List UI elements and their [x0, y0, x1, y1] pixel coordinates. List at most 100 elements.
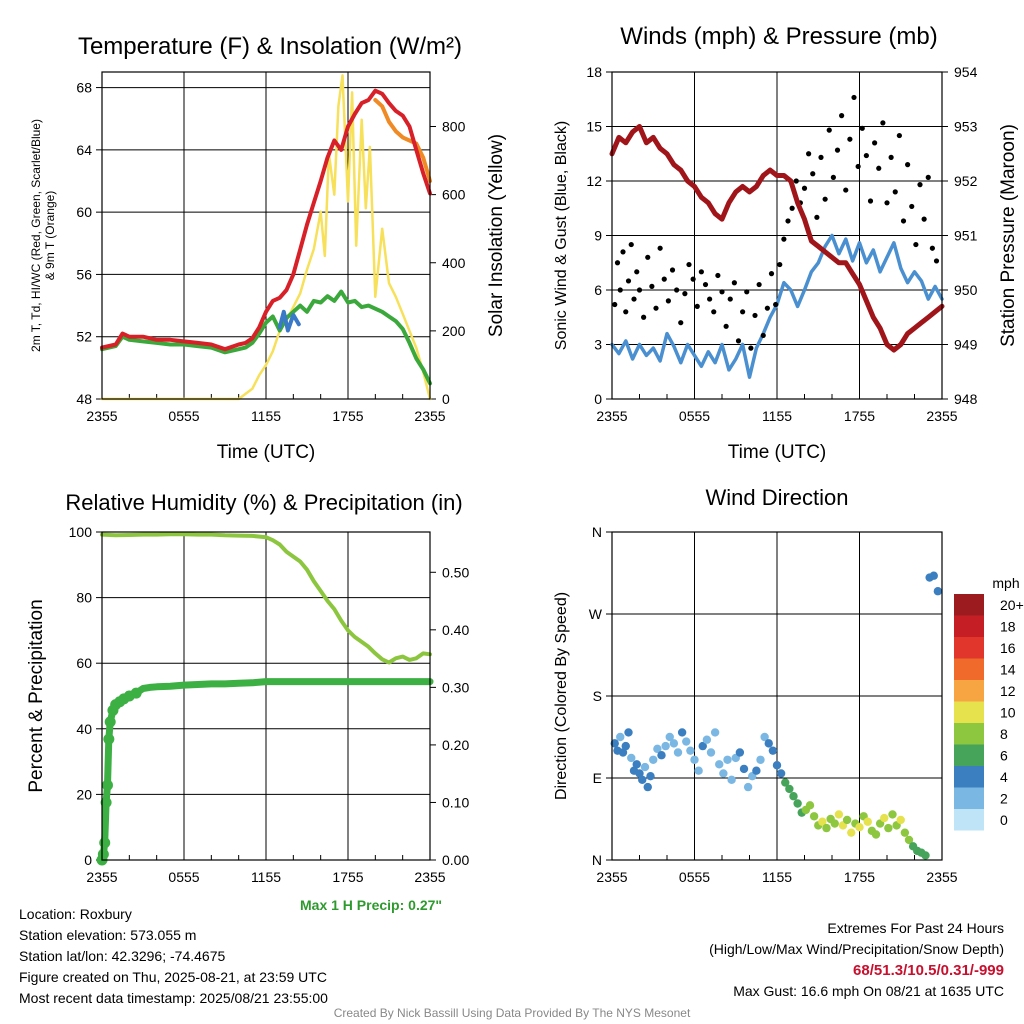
- direction-point: [643, 782, 652, 792]
- gust-point: [785, 218, 791, 224]
- gust-point: [884, 200, 890, 206]
- gust-point: [634, 269, 640, 275]
- gust-point: [625, 278, 632, 284]
- colorbar-swatch: [954, 615, 984, 637]
- direction-point: [871, 830, 881, 839]
- direction-point: [640, 762, 650, 772]
- direction-point: [621, 741, 630, 751]
- temp-9m-line: [373, 98, 432, 183]
- rh-x-tick-label: 0555: [168, 869, 199, 885]
- colorbar-swatch: [954, 637, 984, 659]
- gust-point: [855, 163, 861, 170]
- colorbar-swatch: [954, 723, 984, 745]
- gust-point: [661, 276, 667, 282]
- location-text: Location: Roxbury: [19, 906, 132, 922]
- gust-point: [773, 301, 779, 308]
- winds-y-tick-label: 15: [586, 119, 602, 135]
- direction-point: [793, 799, 802, 808]
- direction-point: [888, 810, 897, 819]
- colorbar-label: 12: [1000, 683, 1016, 699]
- gust-point: [810, 171, 816, 177]
- temperature-frame: [101, 71, 431, 400]
- direction-point: [661, 741, 670, 751]
- direction-point: [682, 737, 691, 746]
- direction-point: [646, 771, 655, 781]
- direction-point: [694, 766, 703, 775]
- temp-y-tick-label: 52: [76, 329, 92, 345]
- precip-point: [130, 687, 142, 699]
- direction-point: [842, 815, 852, 825]
- precip-point: [104, 716, 116, 728]
- direction-point: [743, 782, 753, 792]
- winds-y2-tick-label: 953: [954, 119, 978, 135]
- gust-point: [806, 151, 812, 157]
- pressure-y-label: Station Pressure (Maroon): [998, 124, 1019, 347]
- colorbar-swatch: [954, 809, 984, 831]
- winds-y-tick-label: 12: [586, 173, 602, 189]
- gust-point: [719, 289, 725, 295]
- gust-point: [830, 174, 836, 180]
- temp-y-tick-label: 56: [76, 266, 92, 282]
- rh-x-tick-label: 2355: [414, 869, 445, 885]
- direction-point: [632, 760, 641, 769]
- gust-point: [764, 305, 770, 311]
- humidity-y-label: Percent & Precipitation: [26, 599, 47, 792]
- dir-x-tick-label: 0555: [679, 869, 710, 885]
- temperature-x-label: Time (UTC): [217, 442, 316, 463]
- gust-point: [896, 132, 902, 139]
- gust-point: [698, 269, 704, 275]
- temperature-y-label-2: & 9m T (Orange): [43, 191, 57, 281]
- humidity-panel: Relative Humidity (%) & Precipitation (i…: [26, 490, 469, 885]
- direction-point: [649, 755, 658, 764]
- temperature-line: [100, 88, 432, 352]
- direction-point: [710, 728, 720, 737]
- gust-point: [707, 296, 713, 302]
- extremes-subheading: (High/Low/Max Wind/Precipitation/Snow De…: [709, 941, 1004, 957]
- temperature-y-label-1: 2m T, Td, HI/WC (Red, Green, Scarlet/Blu…: [29, 119, 43, 352]
- direction-point: [756, 755, 765, 764]
- rh-y2-tick-label: 0.00: [442, 852, 469, 868]
- temp-y2-tick-label: 600: [442, 187, 466, 203]
- dir-x-tick-label: 2355: [596, 869, 627, 885]
- dir-x-tick-label: 2355: [926, 869, 957, 885]
- gust-point: [748, 345, 754, 351]
- direction-point: [677, 728, 687, 737]
- gust-point: [929, 245, 935, 251]
- direction-point: [809, 812, 819, 821]
- gust-point: [760, 332, 766, 339]
- direction-point: [698, 741, 707, 751]
- temp-y2-tick-label: 800: [442, 119, 466, 135]
- gust-point: [674, 287, 680, 293]
- gust-point: [628, 241, 634, 248]
- gust-point: [715, 272, 721, 279]
- dir-y-tick-label: W: [589, 606, 603, 622]
- colorbar-swatch: [954, 701, 984, 723]
- winds-y-tick-label: 9: [594, 228, 602, 244]
- gust-point: [777, 261, 783, 268]
- gust-point: [834, 147, 841, 153]
- gust-point: [686, 261, 692, 268]
- colorbar-label: 20+: [1000, 597, 1024, 613]
- colorbar-label: 18: [1000, 619, 1016, 635]
- temperature-panel: Temperature (F) & Insolation (W/m²)2355 0…: [29, 33, 507, 463]
- gust-point: [826, 127, 832, 133]
- winds-y-tick-label: 0: [594, 391, 602, 407]
- winds-x-tick-label: 0555: [679, 408, 710, 424]
- direction-point: [855, 823, 864, 832]
- gust-point: [727, 296, 733, 302]
- direction-point: [847, 828, 856, 837]
- winds-y2-tick-label: 952: [954, 173, 978, 189]
- direction-point: [805, 801, 815, 810]
- winds-x-label: Time (UTC): [728, 442, 827, 463]
- gust-point: [682, 291, 688, 297]
- direction-point: [627, 753, 636, 763]
- direction-point: [921, 851, 930, 860]
- gust-point: [641, 314, 647, 320]
- direction-point: [618, 748, 628, 757]
- colorbar-label: 6: [1000, 748, 1008, 764]
- gust-point: [653, 305, 659, 311]
- direction-point: [785, 784, 794, 794]
- direction-point: [624, 728, 633, 737]
